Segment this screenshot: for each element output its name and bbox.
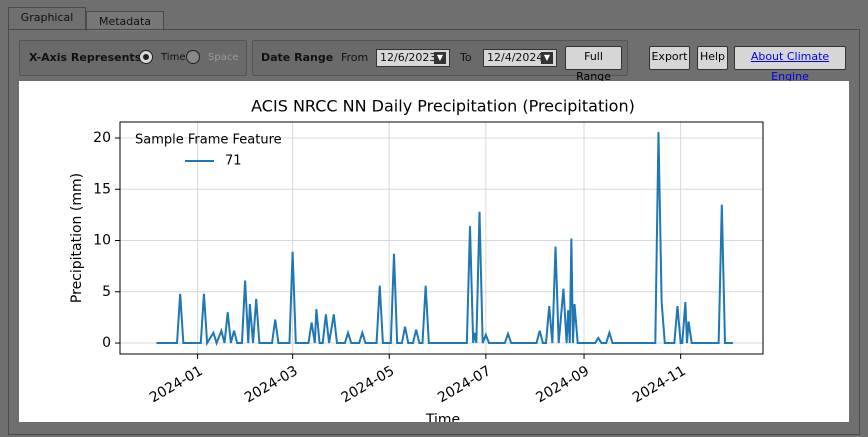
radio[interactable] (139, 50, 153, 64)
date-value: 12/6/2023 (380, 51, 437, 64)
label: From (341, 51, 369, 64)
x-tick-label: 2024-09 (533, 363, 592, 406)
plot-frame (119, 121, 764, 355)
button[interactable]: Help (697, 46, 728, 70)
date-value: 12/4/2024 (487, 51, 544, 64)
x-tick-label: 2024-01 (147, 363, 206, 406)
link-button[interactable]: About Climate Engine (734, 46, 846, 83)
y-tick-label: 10 (93, 233, 111, 249)
button[interactable]: Full Range (565, 46, 622, 83)
legend-title: Sample Frame Feature (135, 133, 282, 148)
label: Date Range (261, 51, 334, 64)
x-axis-label: Time (425, 412, 460, 422)
tab-panel (8, 29, 860, 435)
chart-title: ACIS NRCC NN Daily Precipitation (Precip… (251, 97, 635, 116)
x-tick-label: 2024-03 (242, 363, 301, 406)
date-input[interactable]: 12/6/2023 (376, 49, 450, 67)
tab[interactable]: Graphical (8, 7, 86, 29)
y-tick-label: 5 (102, 284, 111, 300)
series-line (156, 131, 733, 347)
x-tick-label: 2024-11 (630, 363, 689, 406)
chart: ACIS NRCC NN Daily Precipitation (Precip… (19, 81, 849, 422)
radio-label: Time (161, 52, 186, 63)
x-axis-group (19, 40, 247, 76)
y-axis-label: Precipitation (mm) (69, 173, 85, 303)
legend-label: 71 (225, 154, 242, 169)
y-tick-label: 20 (93, 130, 111, 146)
y-tick-label: 15 (93, 181, 111, 197)
tab[interactable]: Metadata (86, 11, 164, 31)
radio[interactable] (186, 50, 200, 64)
button[interactable]: Export (649, 46, 690, 70)
radio-label: Space (208, 52, 239, 63)
x-tick-label: 2024-07 (435, 363, 494, 406)
label: To (460, 51, 472, 64)
label: X-Axis Represents (29, 51, 142, 64)
date-input[interactable]: 12/4/2024 (483, 49, 557, 67)
y-tick-label: 0 (102, 335, 111, 351)
x-tick-label: 2024-05 (339, 363, 398, 406)
dropdown-arrow[interactable]: ▼ (541, 52, 553, 64)
dropdown-arrow[interactable]: ▼ (434, 52, 446, 64)
